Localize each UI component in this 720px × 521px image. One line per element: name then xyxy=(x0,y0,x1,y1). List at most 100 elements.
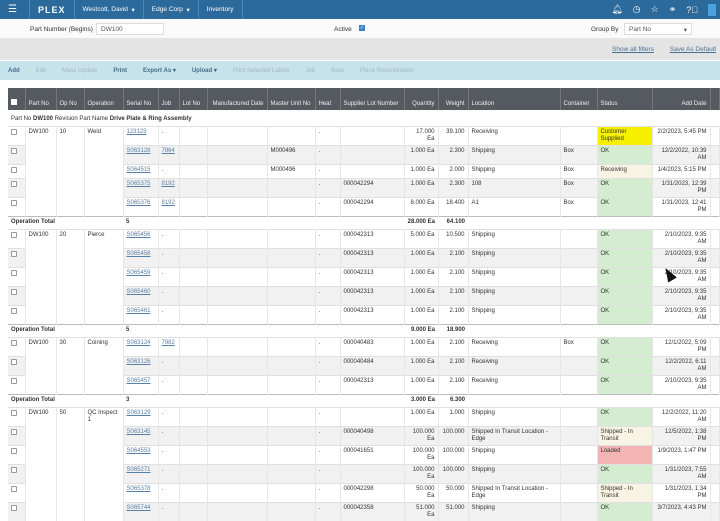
serial-no-link[interactable]: S065375 xyxy=(126,180,151,187)
column-header-op-no[interactable]: Op No xyxy=(56,88,85,110)
serial-no-link[interactable]: S065378 xyxy=(126,485,151,492)
job-link[interactable]: 7864 xyxy=(161,147,175,154)
serial-no[interactable]: S065457 xyxy=(123,374,159,394)
column-header-serial-no[interactable]: Serial No xyxy=(123,88,159,110)
serial-no-link[interactable]: S065457 xyxy=(126,377,151,384)
row-checkbox[interactable] xyxy=(8,482,26,502)
column-header-quantity[interactable]: Quantity xyxy=(404,88,439,110)
show-all-filters-link[interactable]: Show all filters xyxy=(612,46,654,53)
serial-no[interactable]: S064515 xyxy=(123,163,159,178)
serial-no[interactable]: S065271 xyxy=(123,463,159,483)
serial-no-link[interactable]: S063129 xyxy=(126,409,151,416)
row-checkbox[interactable] xyxy=(8,406,26,426)
serial-no-link[interactable]: S065459 xyxy=(126,269,151,276)
select-all-checkbox[interactable] xyxy=(8,88,26,110)
table-row[interactable]: S065460.. 000042313 1.000 Ea 2.100 Shipping O… xyxy=(8,285,720,305)
serial-no[interactable]: S063129 xyxy=(123,406,159,426)
row-checkbox[interactable] xyxy=(8,125,26,145)
group-by-select[interactable]: Part No ▾ xyxy=(624,23,692,35)
menu-icon[interactable]: ☰ xyxy=(0,0,30,19)
toolbar-add-button[interactable]: Add xyxy=(8,67,20,74)
column-header-add-date[interactable]: Add Date xyxy=(652,88,711,110)
table-row[interactable]: DW100 30 Coining S063124 7982. 000040483 1.000… xyxy=(8,336,720,394)
serial-no-link[interactable]: S065744 xyxy=(126,504,151,511)
star-icon[interactable]: ☆ xyxy=(650,4,659,14)
job[interactable]: 8192 xyxy=(158,177,180,197)
serial-no-link[interactable]: S063126 xyxy=(126,358,151,365)
table-row[interactable]: S063128 7864 M000496. 1.000 Ea 2.300 Shipping… xyxy=(8,144,720,164)
serial-no[interactable]: S064553 xyxy=(123,444,159,464)
job[interactable]: 8192 xyxy=(158,196,180,216)
serial-no-link[interactable]: S063124 xyxy=(126,339,151,346)
serial-no-link[interactable]: S063128 xyxy=(126,147,151,154)
column-header-heat[interactable]: Heat xyxy=(315,88,341,110)
job-link[interactable]: 7982 xyxy=(161,339,175,346)
row-checkbox[interactable] xyxy=(8,285,26,305)
column-header-master-unit-no[interactable]: Master Unit No xyxy=(267,88,316,110)
column-header-lot-no[interactable]: Lot No xyxy=(179,88,208,110)
job-link[interactable]: 8192 xyxy=(161,180,175,187)
serial-no-link[interactable]: S065460 xyxy=(126,288,151,295)
toolbar-upload-button[interactable]: Upload ▾ xyxy=(191,68,217,74)
row-checkbox[interactable] xyxy=(8,177,26,197)
column-header-weight[interactable]: Weight xyxy=(438,88,469,110)
row-checkbox[interactable] xyxy=(8,444,26,464)
table-row[interactable]: S063126.. 000040484 1.000 Ea 2.100 Receiving… xyxy=(8,355,720,375)
toolbar-note-button[interactable]: Note xyxy=(331,67,344,74)
bell-icon[interactable]: 🔔︎ xyxy=(611,4,623,14)
table-row[interactable]: DW100 20 Pierce S065456.. 000042313 5.000 Ea 1… xyxy=(8,228,720,324)
column-header-operation[interactable]: Operation xyxy=(84,88,124,110)
table-row[interactable]: S065458.. 000042313 1.000 Ea 2.100 Shipping O… xyxy=(8,247,720,267)
table-row[interactable]: S065459.. 000042313 1.000 Ea 2.100 Shipping O… xyxy=(8,266,720,286)
serial-no[interactable]: S065460 xyxy=(123,285,159,305)
plex-logo[interactable]: PLEX xyxy=(30,0,75,19)
serial-no-link[interactable]: S065461 xyxy=(126,307,151,314)
table-row[interactable]: S065375 8192. 000042294 1.000 Ea 2.300 108 Box… xyxy=(8,177,720,197)
row-checkbox[interactable] xyxy=(8,196,26,216)
serial-no[interactable]: S065458 xyxy=(123,247,159,267)
company-menu[interactable]: Edge Corp ▾ xyxy=(144,0,199,19)
save-as-default-link[interactable]: Save As Default xyxy=(669,46,716,53)
job[interactable]: 7864 xyxy=(158,144,180,164)
table-row[interactable]: S065461.. 000042313 1.000 Ea 2.100 Shipping O… xyxy=(8,304,720,324)
job[interactable]: 7982 xyxy=(158,336,180,356)
serial-no-link[interactable]: S065456 xyxy=(126,231,151,238)
toolbar-print-selected-labels-button[interactable]: Print Selected Labels xyxy=(232,67,290,74)
toolbar-edit-button[interactable]: Edit xyxy=(35,67,47,74)
row-checkbox[interactable] xyxy=(8,463,26,483)
serial-no-link[interactable]: S064553 xyxy=(126,447,151,454)
serial-no[interactable]: S063126 xyxy=(123,355,159,375)
row-checkbox[interactable] xyxy=(8,228,26,248)
serial-no[interactable]: 123123 xyxy=(123,125,159,145)
table-row[interactable]: S065376 8192. 000042294 8.000 Ea 18.400 A1 Box… xyxy=(8,196,720,216)
row-checkbox[interactable] xyxy=(8,144,26,164)
link-icon[interactable]: ⚭ xyxy=(668,4,677,14)
column-header-manufactured-date[interactable]: Manufactured Date xyxy=(207,88,268,110)
part-number-input[interactable]: DW100 xyxy=(96,23,164,35)
user-menu[interactable]: Westcott, David ▾ xyxy=(75,0,144,19)
row-checkbox[interactable] xyxy=(8,425,26,445)
serial-no-link[interactable]: S065458 xyxy=(126,250,151,257)
table-row[interactable]: DW100 10 Weld 123123.. 17.000 Ea 39.100 Receiv… xyxy=(8,125,720,216)
column-header-supplier-lot-number[interactable]: Supplier Lot Number xyxy=(340,88,405,110)
serial-no[interactable]: S065376 xyxy=(123,196,159,216)
serial-no[interactable]: S065375 xyxy=(123,177,159,197)
column-header-job[interactable]: Job xyxy=(158,88,180,110)
serial-no[interactable]: S065461 xyxy=(123,304,159,324)
table-row[interactable]: S063145.. 000040498 100.000 Ea 100.000 Shipp… xyxy=(8,425,720,445)
serial-no[interactable]: S065744 xyxy=(123,501,159,521)
serial-no[interactable]: S065378 xyxy=(123,482,159,502)
toolbar-mass-update-button[interactable]: Mass Update xyxy=(62,67,98,74)
serial-no[interactable]: S063145 xyxy=(123,425,159,445)
row-checkbox[interactable] xyxy=(8,266,26,286)
active-checkbox[interactable]: ✓ xyxy=(359,25,365,31)
serial-no[interactable]: S063128 xyxy=(123,144,159,164)
table-row[interactable]: S064515. M000496. 1.000 Ea 2.000 Shipping Box… xyxy=(8,163,720,178)
serial-no[interactable]: S065456 xyxy=(123,228,159,248)
row-checkbox[interactable] xyxy=(8,336,26,356)
serial-no-link[interactable]: S065271 xyxy=(126,466,151,473)
row-checkbox[interactable] xyxy=(8,355,26,375)
row-checkbox[interactable] xyxy=(8,247,26,267)
toolbar-export-as-button[interactable]: Export As ▾ xyxy=(143,68,176,74)
serial-no[interactable]: S063124 xyxy=(123,336,159,356)
